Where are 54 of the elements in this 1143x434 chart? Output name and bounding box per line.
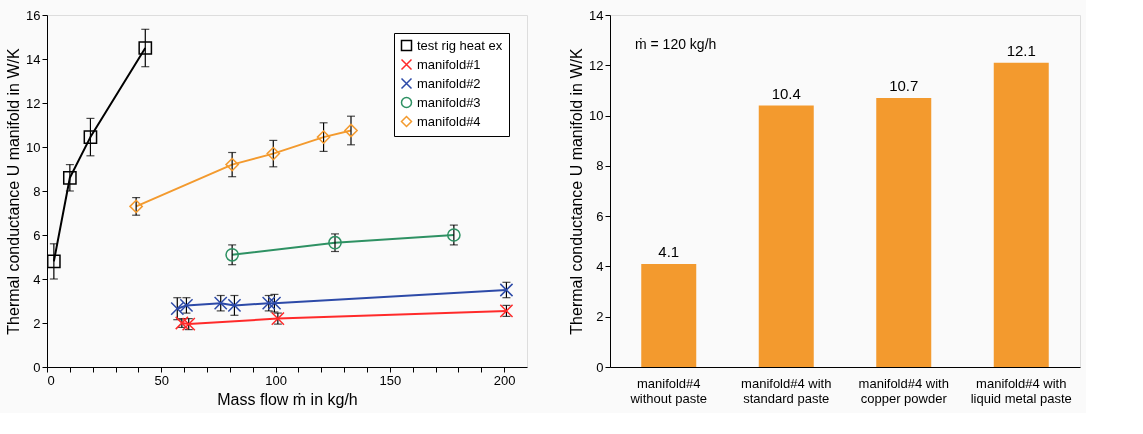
y-tick-label: 14 — [589, 7, 604, 23]
x-tick-label: 50 — [154, 372, 170, 388]
y-tick-label: 12 — [26, 95, 41, 111]
legend-label: manifold#2 — [417, 75, 481, 91]
point — [83, 130, 98, 144]
y-tick-label: 10 — [26, 139, 41, 155]
point — [170, 301, 185, 316]
bar — [641, 263, 697, 367]
x-tick-label: manifold#4 with standard paste — [741, 375, 832, 406]
point — [225, 157, 240, 172]
y-tick-label: 4 — [596, 258, 604, 274]
point — [225, 247, 240, 262]
bar — [758, 105, 814, 367]
point — [138, 41, 153, 55]
point — [446, 228, 461, 242]
point — [316, 130, 331, 144]
annotation: ṁ = 120 kg/h — [635, 36, 717, 52]
y-tick-label: 12 — [589, 57, 604, 73]
data-label: 10.7 — [889, 76, 919, 94]
y-tick-label: 0 — [33, 359, 41, 375]
x-tick-label: 150 — [379, 372, 402, 388]
data-label: 12.1 — [1006, 41, 1036, 59]
y-axis-title: Thermal conductance U manifold in W/K — [568, 48, 586, 335]
x-tick-label: 100 — [265, 372, 287, 388]
y-tick-label: 0 — [596, 359, 604, 375]
data-label: 4.1 — [658, 242, 680, 260]
y-tick-label: 6 — [33, 227, 41, 243]
y-tick-label: 4 — [33, 271, 41, 287]
bar — [876, 97, 932, 367]
y-tick-label: 6 — [596, 208, 604, 224]
x-tick-label: manifold#4 without paste — [629, 375, 708, 406]
point — [62, 170, 77, 185]
legend-label: manifold#1 — [417, 56, 481, 72]
point — [344, 123, 358, 138]
y-tick-label: 2 — [596, 309, 604, 325]
legend-label: manifold#4 — [417, 113, 481, 129]
legend-label: test rig heat ex — [417, 37, 503, 53]
x-tick-label: 0 — [47, 372, 55, 388]
legend-label: manifold#3 — [417, 94, 481, 110]
bar — [993, 62, 1049, 367]
data-label: 10.4 — [771, 84, 801, 102]
y-tick-label: 14 — [26, 51, 41, 67]
y-tick-label: 8 — [33, 183, 41, 199]
point — [266, 146, 281, 161]
y-tick-label: 16 — [26, 7, 41, 23]
point — [46, 254, 61, 269]
y-tick-label: 2 — [33, 315, 41, 331]
x-axis-title: Mass flow ṁ in kg/h — [217, 390, 358, 408]
y-tick-label: 10 — [589, 108, 604, 124]
y-tick-label: 8 — [596, 158, 604, 174]
x-tick-label: 200 — [493, 372, 516, 388]
x-tick-label: manifold#4 with copper powder — [858, 375, 949, 406]
x-tick-label: manifold#4 with liquid metal paste — [970, 375, 1072, 406]
y-axis-title: Thermal conductance U manifold in W/K — [5, 48, 23, 335]
